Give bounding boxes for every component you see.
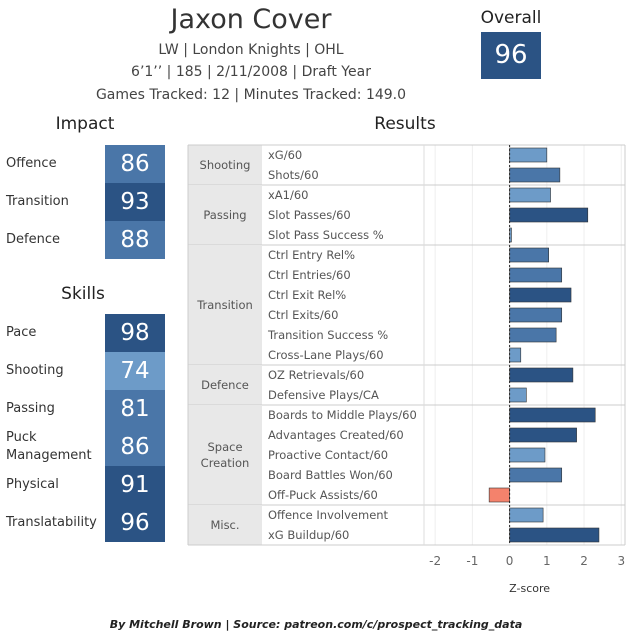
bar-xg-60: [509, 147, 548, 163]
team-info: LW | London Knights | OHL: [158, 42, 344, 58]
impact-label-defence: Defence: [6, 232, 60, 247]
category-band: [188, 245, 262, 365]
skills-label-puck-management: Puck Management: [6, 430, 92, 463]
skills-score-physical: 91: [105, 466, 165, 504]
category-band: [188, 185, 262, 245]
bar-shots-60: [509, 167, 561, 183]
skills-label-physical: Physical: [6, 477, 59, 492]
bar-ctrl-entry-rel: [509, 247, 549, 263]
skills-label-pace: Pace: [6, 325, 37, 340]
impact-score-transition: 93: [105, 183, 165, 221]
metric-label: Transition Success %: [267, 328, 388, 342]
bar-ctrl-exit-rel: [509, 287, 572, 303]
skills-title: Skills: [61, 284, 105, 304]
x-tick-label: 1: [543, 554, 551, 568]
metric-label: Slot Passes/60: [268, 208, 351, 222]
impact-title: Impact: [55, 114, 115, 134]
skills-label-translatability: Translatability: [6, 515, 97, 530]
metric-label: xG Buildup/60: [268, 528, 349, 542]
bar-advantages-created-60: [509, 427, 577, 443]
player-name: Jaxon Cover: [170, 4, 332, 35]
x-tick-label: -1: [466, 554, 478, 568]
footer-credit: By Mitchell Brown | Source: patreon.com/…: [109, 618, 523, 631]
metric-label: Slot Pass Success %: [268, 228, 384, 242]
category-band: [188, 505, 262, 545]
skills-score-passing: 81: [105, 390, 165, 428]
category-label: Defence: [201, 378, 249, 392]
metric-label: Ctrl Entry Rel%: [268, 248, 355, 262]
bio-info: 6’1’’ | 185 | 2/11/2008 | Draft Year: [131, 64, 371, 80]
x-tick-label: 3: [617, 554, 625, 568]
metric-label: Ctrl Entries/60: [268, 268, 351, 282]
overall-label: Overall: [480, 8, 542, 28]
category-label: Space Creation: [201, 440, 250, 470]
bar-slot-passes-60: [509, 207, 589, 223]
bar-proactive-contact-60: [509, 447, 546, 463]
metric-label: Off-Puck Assists/60: [268, 488, 378, 502]
metric-label: Proactive Contact/60: [268, 448, 388, 462]
skills-score-puck-management: 86: [105, 428, 165, 466]
results-chart: Shooting xG/60 Shots/60 Passing xA1/60 Slot P…: [187, 144, 626, 595]
category-label: Shooting: [200, 158, 251, 172]
metric-label: Board Battles Won/60: [268, 468, 393, 482]
category-band: [188, 145, 262, 185]
skills-label-passing: Passing: [6, 401, 55, 416]
impact-label-offence: Offence: [6, 156, 57, 171]
metric-label: Advantages Created/60: [268, 428, 404, 442]
tracked-info: Games Tracked: 12 | Minutes Tracked: 149…: [95, 87, 407, 103]
bar-offence-involvement: [509, 507, 544, 523]
x-tick-label: 2: [580, 554, 588, 568]
metric-label: xG/60: [268, 148, 302, 162]
bar-transition-success: [509, 327, 557, 343]
category-band: [188, 405, 262, 505]
bar-board-battles-won-60: [509, 467, 563, 483]
bar-ctrl-exits-60: [509, 307, 563, 323]
skills-label-shooting: Shooting: [6, 363, 64, 378]
category-label: Transition: [196, 298, 253, 312]
overall-score: 96: [481, 32, 541, 79]
bar-defensive-plays-ca: [509, 387, 527, 403]
impact-score-defence: 88: [105, 221, 165, 259]
metric-label: Ctrl Exits/60: [268, 308, 338, 322]
x-axis-label: Z-score: [509, 582, 550, 595]
bar-xa1-60: [509, 187, 551, 203]
x-tick-label: 0: [506, 554, 514, 568]
impact-label-transition: Transition: [6, 194, 69, 209]
impact-score-offence: 86: [105, 145, 165, 183]
skills-score-shooting: 74: [105, 352, 165, 390]
results-title: Results: [374, 114, 436, 134]
metric-label: Boards to Middle Plays/60: [268, 408, 417, 422]
bar-ctrl-entries-60: [509, 267, 563, 283]
x-tick-label: -2: [429, 554, 441, 568]
metric-label: xA1/60: [268, 188, 309, 202]
metric-label: Cross-Lane Plays/60: [268, 348, 384, 362]
skills-score-pace: 98: [105, 314, 165, 352]
metric-label: Offence Involvement: [268, 508, 389, 522]
category-label: Passing: [203, 208, 246, 222]
bar-xg-buildup-60: [509, 527, 600, 543]
metric-label: OZ Retrievals/60: [268, 368, 364, 382]
skills-score-translatability: 96: [105, 504, 165, 542]
category-label: Misc.: [210, 518, 239, 532]
metric-label: Defensive Plays/CA: [268, 388, 379, 402]
metric-label: Ctrl Exit Rel%: [268, 288, 346, 302]
category-band: [188, 365, 262, 405]
bar-oz-retrievals-60: [509, 367, 574, 383]
bar-cross-lane-plays-60: [509, 347, 522, 363]
bar-boards-to-middle-plays-60: [509, 407, 596, 423]
metric-label: Shots/60: [268, 168, 319, 182]
bar-off-puck-assists-60: [488, 487, 510, 503]
